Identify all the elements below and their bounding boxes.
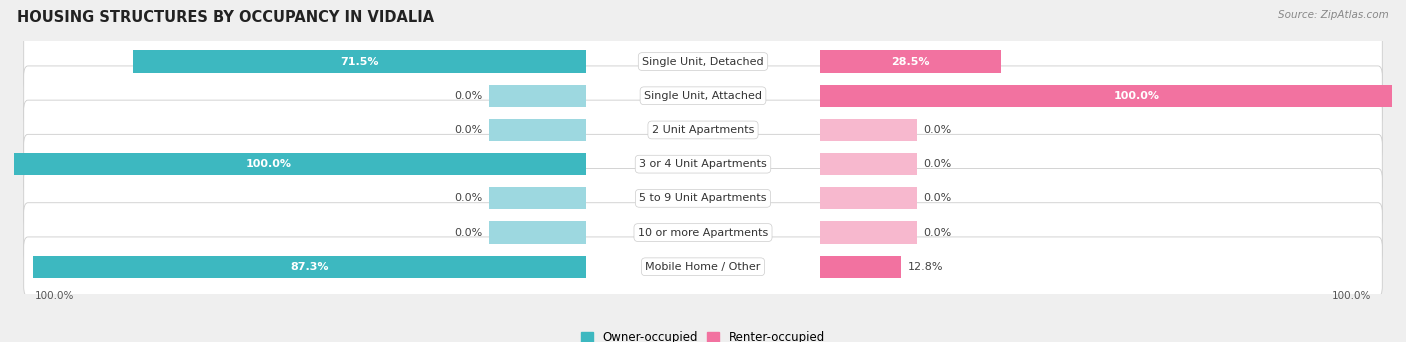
- Bar: [820, 50, 1001, 73]
- Text: 0.0%: 0.0%: [924, 227, 952, 238]
- Text: 100.0%: 100.0%: [1114, 91, 1160, 101]
- FancyBboxPatch shape: [24, 32, 1382, 91]
- Text: 71.5%: 71.5%: [340, 56, 378, 67]
- FancyBboxPatch shape: [24, 134, 1382, 194]
- Bar: [32, 256, 586, 278]
- Text: 0.0%: 0.0%: [924, 125, 952, 135]
- Text: HOUSING STRUCTURES BY OCCUPANCY IN VIDALIA: HOUSING STRUCTURES BY OCCUPANCY IN VIDAL…: [17, 10, 434, 25]
- Bar: [820, 84, 1406, 107]
- Text: 0.0%: 0.0%: [924, 159, 952, 169]
- Text: 0.0%: 0.0%: [454, 193, 482, 203]
- Text: Source: ZipAtlas.com: Source: ZipAtlas.com: [1278, 10, 1389, 20]
- Bar: [489, 222, 586, 244]
- Bar: [820, 119, 917, 141]
- Text: Single Unit, Detached: Single Unit, Detached: [643, 56, 763, 67]
- Text: 0.0%: 0.0%: [924, 193, 952, 203]
- FancyBboxPatch shape: [24, 169, 1382, 228]
- Text: Mobile Home / Other: Mobile Home / Other: [645, 262, 761, 272]
- Bar: [820, 256, 901, 278]
- Bar: [0, 153, 586, 175]
- Text: Single Unit, Attached: Single Unit, Attached: [644, 91, 762, 101]
- Text: 0.0%: 0.0%: [454, 125, 482, 135]
- Bar: [489, 187, 586, 209]
- FancyBboxPatch shape: [24, 66, 1382, 126]
- Text: 5 to 9 Unit Apartments: 5 to 9 Unit Apartments: [640, 193, 766, 203]
- Bar: [132, 50, 586, 73]
- Text: 2 Unit Apartments: 2 Unit Apartments: [652, 125, 754, 135]
- Bar: [820, 187, 917, 209]
- Text: 10 or more Apartments: 10 or more Apartments: [638, 227, 768, 238]
- Bar: [489, 84, 586, 107]
- Text: 12.8%: 12.8%: [908, 262, 943, 272]
- Text: 3 or 4 Unit Apartments: 3 or 4 Unit Apartments: [640, 159, 766, 169]
- Text: 100.0%: 100.0%: [1331, 291, 1371, 301]
- Text: 100.0%: 100.0%: [246, 159, 292, 169]
- FancyBboxPatch shape: [24, 100, 1382, 160]
- FancyBboxPatch shape: [24, 203, 1382, 262]
- Bar: [489, 119, 586, 141]
- FancyBboxPatch shape: [24, 237, 1382, 297]
- Text: 0.0%: 0.0%: [454, 91, 482, 101]
- Text: 0.0%: 0.0%: [454, 227, 482, 238]
- Bar: [820, 153, 917, 175]
- Text: 28.5%: 28.5%: [891, 56, 929, 67]
- Legend: Owner-occupied, Renter-occupied: Owner-occupied, Renter-occupied: [581, 331, 825, 342]
- Text: 100.0%: 100.0%: [35, 291, 75, 301]
- Text: 87.3%: 87.3%: [290, 262, 329, 272]
- Bar: [820, 222, 917, 244]
